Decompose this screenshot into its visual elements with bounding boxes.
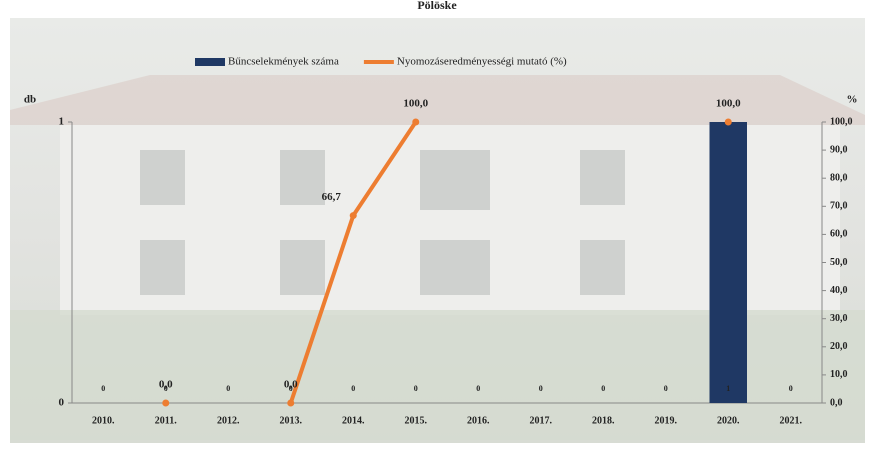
x-tick-label: 2016. [467,415,490,426]
x-tick-label: 2015. [405,415,428,426]
x-tick-label: 2010. [92,415,115,426]
bar-value-label: 0 [226,384,230,393]
bar-value-label: 0 [164,384,168,393]
line-value-label: 0,0 [284,379,298,391]
line-value-label: 0,0 [159,379,173,391]
y2-tick-label: 40,0 [830,285,848,296]
y2-axis-label: % [847,94,858,106]
line-marker [412,118,420,126]
bar-value-label: 0 [101,384,105,393]
y2-tick-label: 30,0 [830,313,848,324]
bar-value-label: 0 [289,384,293,393]
roof [10,75,865,125]
bar [709,122,747,403]
line-value-label: 100,0 [403,98,428,110]
bar-value-label: 0 [601,384,605,393]
bar-value-label: 0 [476,384,480,393]
bar-value-label: 0 [414,384,418,393]
y2-tick-label: 60,0 [830,229,848,240]
bar-value-label: 1 [726,384,730,393]
x-tick-label: 2011. [155,415,177,426]
line-marker [724,118,732,126]
x-tick-label: 2020. [717,415,740,426]
y2-tick-label: 20,0 [830,341,848,352]
legend-label: Bűncselekmények száma [228,56,339,68]
y2-tick-label: 100,0 [830,116,853,127]
y2-tick-label: 90,0 [830,144,848,155]
y2-tick-label: 10,0 [830,369,848,380]
bar-value-label: 0 [351,384,355,393]
y2-tick-label: 0,0 [830,397,843,408]
line-marker [162,399,170,407]
line-marker [287,399,295,407]
y2-tick-label: 70,0 [830,201,848,212]
y2-tick-label: 80,0 [830,172,848,183]
x-tick-label: 2021. [780,415,803,426]
line-marker [349,212,357,220]
y-axis-label: db [24,94,36,106]
legend-swatch [195,58,225,66]
line-value-label: 66,7 [322,191,342,203]
line-value-label: 100,0 [716,98,741,110]
bar-value-label: 0 [789,384,793,393]
y-tick-label: 1 [59,116,65,128]
bar-value-label: 0 [664,384,668,393]
chart-title: Pölöske [417,0,457,12]
legend-label: Nyomozáseredményességi mutató (%) [397,56,567,68]
bar-value-label: 0 [539,384,543,393]
x-tick-label: 2012. [217,415,240,426]
y-tick-label: 0 [59,397,65,409]
x-tick-label: 2018. [592,415,615,426]
x-tick-label: 2019. [655,415,678,426]
y2-tick-label: 50,0 [830,257,848,268]
x-tick-label: 2014. [342,415,365,426]
x-tick-label: 2017. [530,415,553,426]
windows [140,150,625,295]
x-tick-label: 2013. [280,415,303,426]
